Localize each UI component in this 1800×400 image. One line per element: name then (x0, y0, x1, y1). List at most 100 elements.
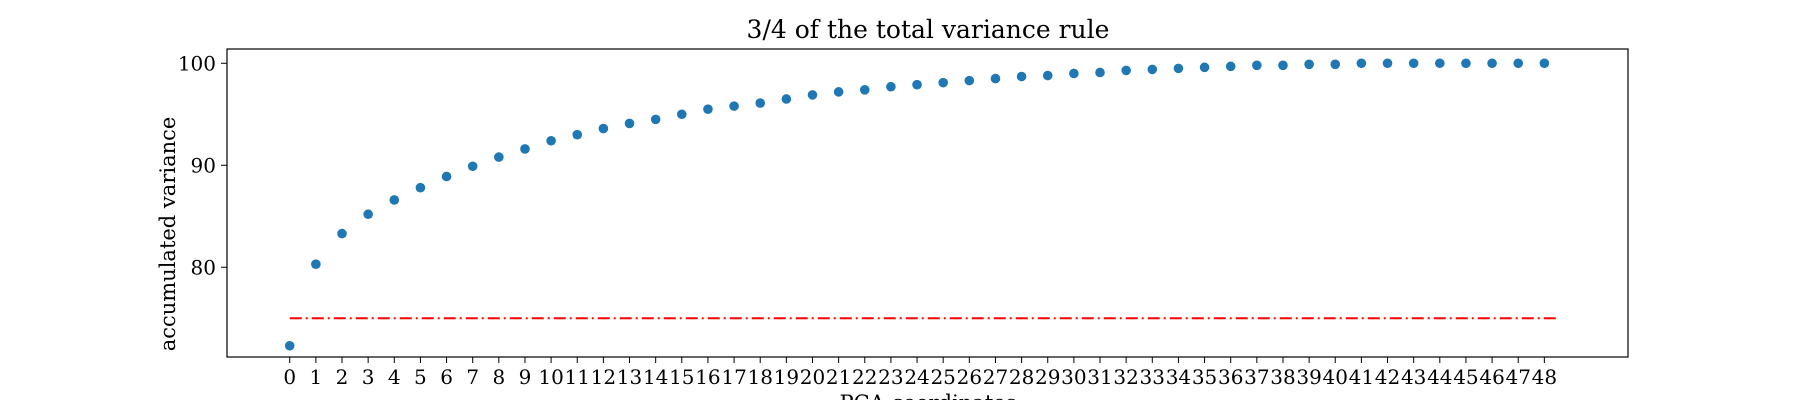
data-point (938, 77, 948, 88)
x-tick-label: 43 (1401, 365, 1426, 389)
data-point (1487, 58, 1497, 69)
data-point (1173, 63, 1184, 74)
x-tick-label: 48 (1532, 365, 1557, 389)
x-tick-label: 33 (1140, 365, 1165, 389)
data-point (624, 118, 635, 129)
data-point (1121, 65, 1131, 76)
x-tick-label: 6 (440, 365, 453, 389)
x-tick-label: 2 (336, 365, 349, 389)
data-point (1278, 60, 1288, 71)
x-tick-label: 20 (800, 365, 825, 389)
data-point (912, 79, 922, 90)
x-tick-label: 5 (414, 365, 427, 389)
plot-border (226, 48, 1629, 358)
x-tick-label: 41 (1349, 365, 1374, 389)
x-tick-label: 46 (1479, 365, 1504, 389)
x-tick-label: 4 (388, 365, 401, 389)
data-point (1304, 59, 1314, 70)
data-point (1382, 58, 1393, 69)
data-point (703, 104, 713, 114)
x-tick-label: 12 (591, 365, 616, 389)
x-tick-label: 28 (1009, 365, 1034, 389)
data-point (441, 171, 452, 182)
x-tick-label: 15 (669, 365, 694, 389)
data-point (572, 129, 583, 140)
x-tick-label: 35 (1192, 365, 1217, 389)
data-point (859, 84, 870, 95)
x-tick-label: 3 (362, 365, 375, 389)
x-tick-label: 32 (1113, 365, 1138, 389)
x-tick-label: 47 (1505, 365, 1530, 389)
y-tick-label: 90 (191, 153, 216, 177)
data-point (1042, 70, 1053, 81)
data-point (1408, 58, 1419, 69)
x-tick-label: 7 (466, 365, 479, 389)
data-point (494, 152, 504, 162)
data-point (311, 259, 321, 269)
data-point (964, 75, 975, 86)
x-tick-label: 37 (1244, 365, 1269, 389)
data-point (363, 209, 373, 220)
data-point (886, 81, 896, 92)
data-point (1252, 60, 1262, 71)
data-point (677, 109, 687, 120)
data-point (467, 161, 478, 172)
data-point (1330, 59, 1341, 70)
x-tick-label: 30 (1061, 365, 1086, 389)
x-tick-label: 44 (1427, 365, 1452, 389)
x-tick-label: 25 (930, 365, 955, 389)
data-point (415, 182, 426, 193)
data-point (546, 135, 556, 146)
data-point (1147, 64, 1158, 75)
data-point (1435, 58, 1445, 69)
plot-frame (226, 48, 1629, 358)
x-tick-label: 36 (1218, 365, 1243, 389)
data-point (1225, 61, 1236, 72)
y-axis-ticks: 80 90 100 (178, 51, 227, 279)
data-point (781, 94, 792, 104)
x-tick-label: 1 (310, 365, 323, 389)
data-point (1539, 58, 1550, 69)
chart-title: 3/4 of the total variance rule (747, 15, 1110, 44)
data-point (520, 144, 530, 154)
x-tick-label: 11 (565, 365, 590, 389)
x-tick-label: 19 (774, 365, 799, 389)
data-point (1199, 62, 1210, 73)
x-tick-label: 31 (1087, 365, 1112, 389)
x-tick-label: 22 (852, 365, 877, 389)
data-point (1069, 68, 1079, 79)
x-tick-label: 0 (283, 365, 296, 389)
data-points (284, 58, 1550, 351)
data-point (1513, 58, 1524, 69)
x-tick-label: 21 (826, 365, 851, 389)
data-point (337, 228, 347, 239)
x-tick-label: 13 (617, 365, 642, 389)
x-tick-label: 14 (643, 365, 668, 389)
data-point (833, 87, 844, 97)
x-tick-label: 18 (747, 365, 772, 389)
y-axis-label: accumulated variance (156, 117, 180, 352)
data-point (1461, 58, 1471, 69)
x-axis-label: PCA coordinates (840, 391, 1017, 400)
x-tick-label: 40 (1323, 365, 1348, 389)
data-point (284, 340, 295, 351)
data-point (807, 90, 818, 100)
data-point (1016, 71, 1027, 82)
x-tick-label: 34 (1166, 365, 1191, 389)
x-tick-label: 9 (519, 365, 532, 389)
x-tick-label: 26 (957, 365, 982, 389)
y-tick-label: 80 (191, 255, 216, 279)
x-tick-label: 42 (1375, 365, 1400, 389)
data-point (990, 73, 1001, 84)
data-point (1095, 67, 1105, 78)
x-tick-label: 17 (721, 365, 746, 389)
x-tick-label: 16 (695, 365, 720, 389)
data-point (729, 101, 739, 111)
y-tick-label: 100 (178, 51, 216, 75)
x-tick-label: 29 (1035, 365, 1060, 389)
x-tick-label: 23 (878, 365, 903, 389)
x-tick-label: 39 (1296, 365, 1321, 389)
x-tick-label: 24 (904, 365, 929, 389)
